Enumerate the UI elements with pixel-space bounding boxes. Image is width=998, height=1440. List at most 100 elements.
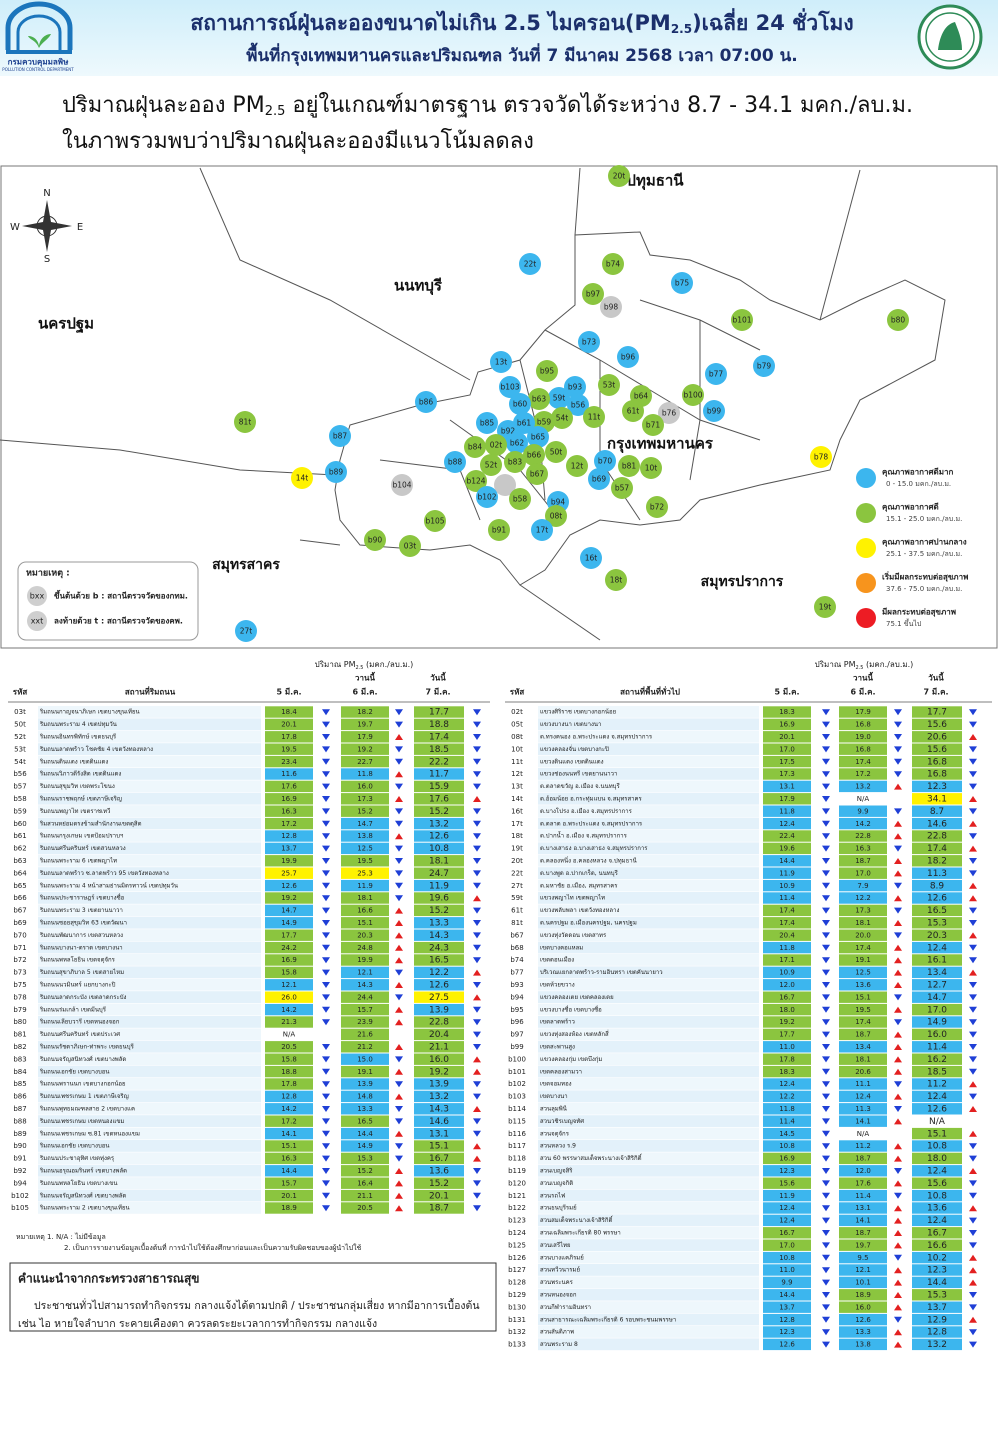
station-code: 20t — [511, 857, 523, 865]
station-code: b103 — [508, 1093, 526, 1101]
trend-up — [969, 1168, 977, 1174]
station-name: ริมถนนดินแดง เขตดินแดง — [39, 758, 108, 765]
name-cell — [538, 1053, 759, 1065]
value-text: 18.1 — [357, 894, 373, 902]
station-name: ริมถนนพระราม 4 หน้าสามย่านมิตรทาวน์ เขตป… — [39, 881, 178, 889]
trend-down — [822, 1205, 830, 1212]
trend-down — [395, 1056, 403, 1063]
trend-up — [894, 957, 902, 964]
station-name: ริมถนนกาญจนาภิเษก เขตบางขุนเทียน — [39, 708, 139, 716]
station-name: เขตจอมทอง — [540, 1081, 572, 1088]
value-cell — [341, 879, 389, 892]
station-name: สวน 60 พรรษาสมเด็จพระนางเจ้าสิริกิติ์ — [540, 1153, 643, 1162]
station-code: b94 — [13, 1179, 27, 1187]
station-name: แขวงทุ่งวัดดอน เขตสาทร — [540, 932, 607, 939]
station-name: ริมถนนนวมินทร์ แยกบางกะปิ — [39, 981, 115, 989]
value-cell — [912, 731, 962, 743]
value-text: 15.8 — [281, 1055, 297, 1063]
col-header: สถานที่ริมถนน — [125, 686, 176, 697]
station-name: ริมถนนพญาไท เขตราชเทวี — [39, 807, 110, 815]
col-header: 6 มี.ค. — [850, 687, 875, 697]
value-text: 16.2 — [927, 1055, 947, 1065]
station-label: b104 — [392, 481, 411, 490]
note-icon-label: xxt — [31, 617, 44, 626]
value-cell — [763, 1313, 811, 1326]
trend-down — [894, 994, 902, 1001]
value-cell — [341, 929, 389, 941]
value-text: 24.7 — [429, 869, 449, 879]
station-code: b89 — [13, 1130, 26, 1138]
title: สถานการณ์ฝุ่นละอองขนาดไม่เกิน 2.5 ไมครอน… — [190, 7, 853, 37]
value-cell — [341, 718, 389, 731]
station-code: 12t — [511, 770, 523, 778]
name-cell — [538, 830, 759, 842]
station-code: b84 — [13, 1068, 27, 1076]
station-code: b122 — [508, 1204, 526, 1212]
value-text: 11.8 — [779, 1105, 795, 1113]
header-band — [0, 0, 998, 76]
value-cell — [839, 917, 887, 929]
value-cell — [265, 1053, 313, 1065]
trend-up — [894, 1180, 902, 1187]
trend-down — [395, 870, 403, 877]
station-name: เขตลาดพร้าว — [540, 1019, 575, 1026]
trend-down — [969, 1056, 977, 1063]
trend-down — [822, 771, 830, 778]
name-cell — [38, 1177, 261, 1189]
trend-down — [322, 721, 330, 728]
map: N S E W หมายเหตุ : bxx ขึ้นต้นด้วย b : ส… — [0, 165, 998, 649]
value-cell — [341, 1053, 389, 1065]
value-cell — [265, 855, 313, 867]
value-cell — [839, 1090, 887, 1103]
trend-down — [322, 882, 330, 889]
value-text: 19.2 — [357, 745, 373, 753]
name-cell — [538, 743, 759, 755]
station-code: 08t — [511, 733, 523, 741]
station-label: 08t — [550, 512, 563, 521]
name-cell — [538, 706, 759, 718]
value-cell — [763, 954, 811, 966]
station-label: b79 — [757, 362, 772, 371]
station-name: ริมถนนรัชดาภิเษก-ท่าพระ เขตธนบุรี — [39, 1043, 134, 1051]
value-cell — [912, 855, 962, 867]
value-text: 14.4 — [927, 1278, 947, 1288]
value-text: 12.7 — [927, 981, 947, 991]
name-cell — [38, 904, 261, 917]
value-text: 18.7 — [855, 1031, 871, 1039]
value-cell — [839, 1140, 887, 1152]
value-cell — [414, 1065, 464, 1078]
value-cell — [912, 929, 962, 941]
trend-down — [822, 1143, 830, 1150]
legend-label: คุณภาพอากาศปานกลาง — [882, 538, 967, 548]
station-code: b87 — [13, 1105, 26, 1113]
station — [598, 374, 620, 396]
value-text: 23.9 — [357, 1018, 373, 1026]
trend-down — [473, 957, 481, 964]
value-cell — [912, 1313, 962, 1326]
station-label: 27t — [240, 627, 253, 636]
value-text: 15.3 — [927, 919, 947, 929]
station-name: แขวงบางนา เขตบางนา — [540, 721, 601, 728]
value-cell — [414, 1140, 464, 1152]
value-cell — [763, 1189, 811, 1202]
value-cell — [912, 892, 962, 904]
value-cell — [763, 1301, 811, 1313]
trend-down — [473, 1180, 481, 1187]
value-cell — [414, 941, 464, 954]
station — [618, 455, 640, 477]
value-cell — [341, 1003, 389, 1016]
value-cell — [414, 1177, 464, 1189]
value-cell — [763, 1264, 811, 1276]
legend-label: คุณภาพอากาศดี — [882, 502, 939, 513]
trend-up — [969, 1279, 977, 1286]
trend-down — [322, 820, 330, 827]
station-label: b94 — [551, 498, 566, 507]
value-cell — [839, 1189, 887, 1202]
value-cell — [414, 817, 464, 830]
value-cell — [341, 842, 389, 855]
trend-down — [969, 994, 977, 1001]
value-text: 17.9 — [779, 795, 795, 803]
trend-down — [395, 820, 403, 827]
value-text: 17.3 — [779, 770, 795, 778]
trend-down — [822, 858, 830, 864]
